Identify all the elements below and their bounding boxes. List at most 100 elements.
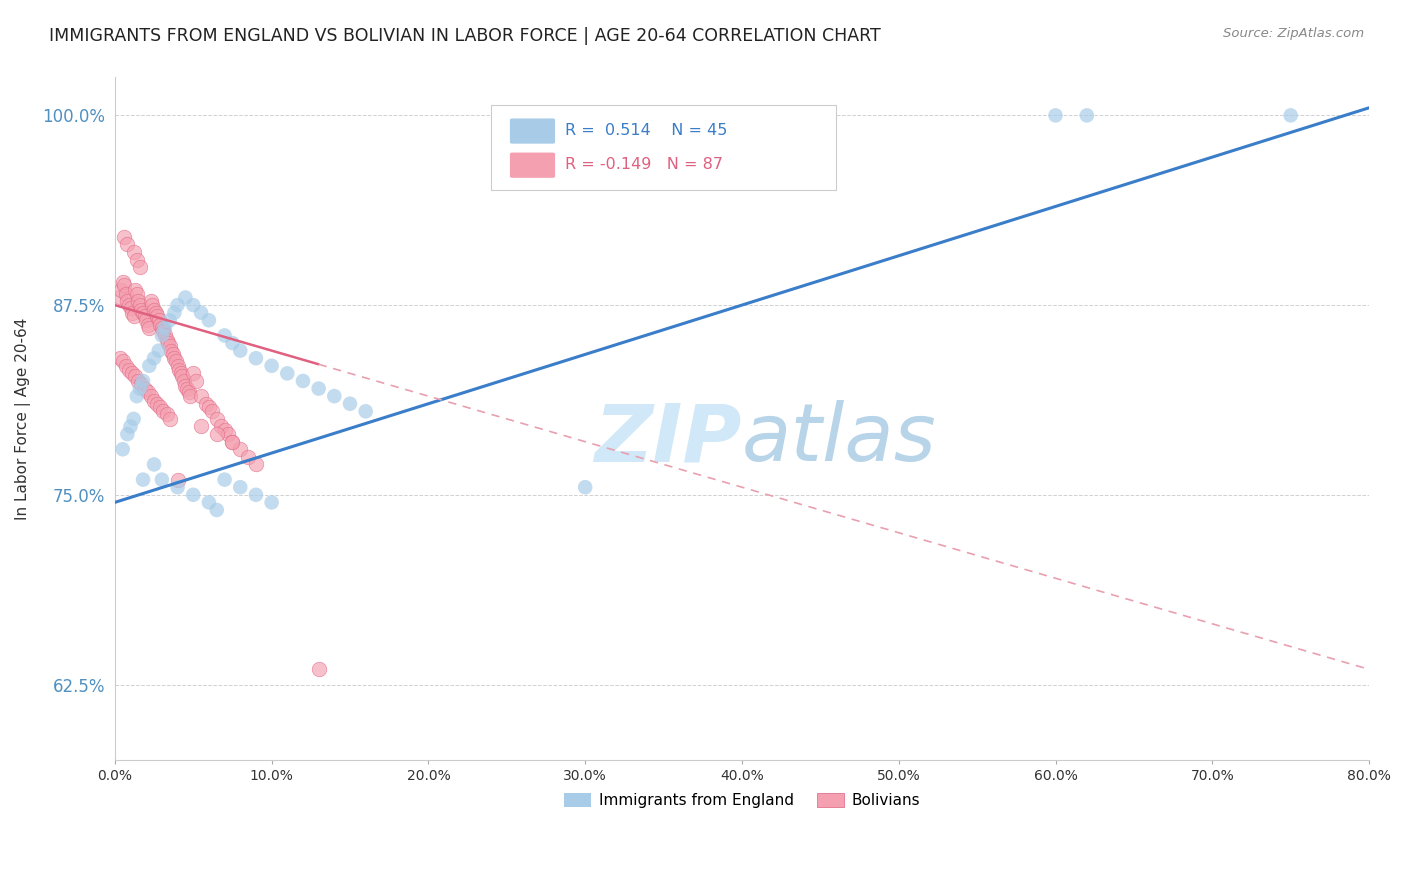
- Point: [159, 339, 181, 353]
- Point: [122, 309, 145, 323]
- Point: [245, 351, 267, 366]
- Point: [150, 321, 173, 335]
- Point: [323, 389, 346, 403]
- FancyBboxPatch shape: [491, 104, 837, 190]
- Point: [127, 293, 149, 308]
- Point: [152, 324, 174, 338]
- Point: [129, 298, 152, 312]
- Point: [138, 321, 160, 335]
- Point: [117, 293, 139, 308]
- Text: atlas: atlas: [742, 401, 936, 478]
- Point: [190, 306, 212, 320]
- Point: [138, 359, 160, 373]
- Y-axis label: In Labor Force | Age 20-64: In Labor Force | Age 20-64: [15, 318, 31, 520]
- Point: [276, 367, 298, 381]
- Point: [111, 354, 134, 368]
- Point: [217, 427, 239, 442]
- Text: R = -0.149   N = 87: R = -0.149 N = 87: [565, 157, 723, 171]
- Point: [120, 419, 142, 434]
- Point: [157, 336, 180, 351]
- Point: [114, 359, 136, 373]
- Point: [146, 309, 169, 323]
- Point: [118, 363, 141, 377]
- Point: [354, 404, 377, 418]
- Point: [117, 237, 139, 252]
- Point: [143, 393, 166, 408]
- Point: [145, 306, 167, 320]
- Point: [114, 287, 136, 301]
- Point: [177, 384, 200, 399]
- Point: [166, 480, 188, 494]
- Point: [214, 328, 236, 343]
- Point: [143, 302, 166, 317]
- Point: [166, 298, 188, 312]
- Point: [574, 480, 596, 494]
- Point: [205, 503, 228, 517]
- Point: [149, 400, 172, 414]
- Point: [152, 404, 174, 418]
- Point: [174, 378, 197, 392]
- Point: [209, 419, 232, 434]
- Point: [174, 291, 197, 305]
- Text: IMMIGRANTS FROM ENGLAND VS BOLIVIAN IN LABOR FORCE | AGE 20-64 CORRELATION CHART: IMMIGRANTS FROM ENGLAND VS BOLIVIAN IN L…: [49, 27, 882, 45]
- Point: [127, 374, 149, 388]
- Point: [163, 306, 186, 320]
- Point: [135, 313, 157, 327]
- Point: [131, 302, 153, 317]
- Point: [121, 306, 143, 320]
- Point: [134, 309, 156, 323]
- Point: [221, 434, 243, 449]
- Point: [179, 389, 201, 403]
- Text: Source: ZipAtlas.com: Source: ZipAtlas.com: [1223, 27, 1364, 40]
- Point: [172, 369, 194, 384]
- Point: [129, 260, 152, 274]
- Point: [122, 244, 145, 259]
- Point: [229, 480, 252, 494]
- Point: [148, 343, 170, 358]
- Point: [136, 318, 159, 332]
- Point: [125, 389, 148, 403]
- Point: [173, 374, 195, 388]
- Point: [221, 336, 243, 351]
- Point: [153, 321, 176, 335]
- Point: [111, 442, 134, 457]
- Point: [117, 427, 139, 442]
- Point: [110, 283, 132, 297]
- Point: [163, 351, 186, 366]
- Point: [111, 276, 134, 290]
- Point: [229, 343, 252, 358]
- Point: [131, 376, 153, 391]
- Point: [1045, 108, 1067, 122]
- Point: [132, 473, 155, 487]
- Point: [124, 283, 146, 297]
- Point: [150, 328, 173, 343]
- Point: [153, 328, 176, 343]
- Point: [150, 473, 173, 487]
- Legend: Immigrants from England, Bolivians: Immigrants from England, Bolivians: [557, 787, 927, 814]
- Point: [245, 458, 267, 472]
- Point: [190, 389, 212, 403]
- Point: [339, 397, 361, 411]
- Point: [108, 351, 131, 366]
- Point: [201, 404, 224, 418]
- Point: [1279, 108, 1302, 122]
- Point: [122, 412, 145, 426]
- Point: [291, 374, 314, 388]
- Point: [112, 229, 135, 244]
- Point: [129, 382, 152, 396]
- Point: [166, 473, 188, 487]
- Point: [159, 313, 181, 327]
- Point: [136, 384, 159, 399]
- Point: [139, 293, 162, 308]
- Point: [148, 313, 170, 327]
- Point: [143, 458, 166, 472]
- Point: [260, 359, 283, 373]
- Point: [260, 495, 283, 509]
- Point: [132, 374, 155, 388]
- Text: ZIP: ZIP: [595, 401, 742, 478]
- Point: [121, 367, 143, 381]
- FancyBboxPatch shape: [510, 153, 555, 178]
- Point: [194, 397, 217, 411]
- Text: R =  0.514    N = 45: R = 0.514 N = 45: [565, 122, 727, 137]
- Point: [221, 434, 243, 449]
